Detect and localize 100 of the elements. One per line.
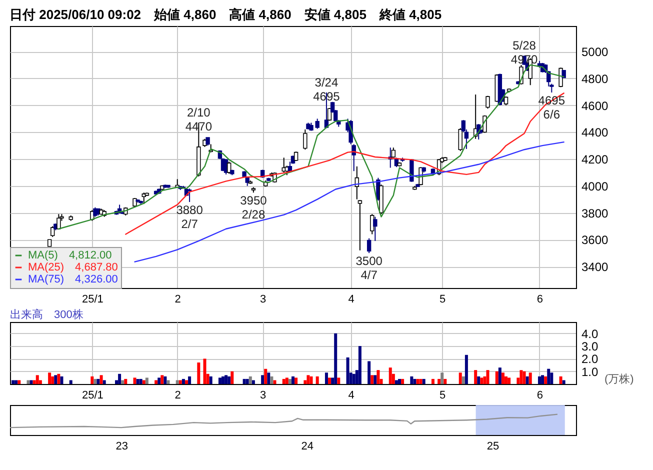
bar xyxy=(538,376,541,384)
bar xyxy=(292,376,294,384)
bar xyxy=(184,380,188,384)
bar xyxy=(158,378,161,384)
bar xyxy=(94,378,97,384)
bar xyxy=(358,346,362,384)
bar xyxy=(18,380,21,384)
bar xyxy=(48,372,52,384)
y-tick-label: 4800 xyxy=(582,72,609,86)
bar xyxy=(282,378,286,384)
bar xyxy=(522,371,526,384)
x-tick-label: 24 xyxy=(301,440,314,452)
bar xyxy=(550,372,554,384)
chart-title: 出来高 300株 xyxy=(10,308,84,321)
bar xyxy=(501,372,504,384)
x-tick-label: 23 xyxy=(116,440,128,452)
bar xyxy=(133,378,136,384)
bar xyxy=(218,378,222,384)
bar xyxy=(422,378,426,384)
x-tick-label: 3 xyxy=(260,294,266,306)
bar xyxy=(419,378,422,384)
bar xyxy=(203,358,206,384)
bar xyxy=(541,375,544,384)
x-tick-label: 25/1 xyxy=(82,294,104,306)
y-tick-label: 3600 xyxy=(582,233,609,248)
x-tick-label: 5 xyxy=(440,294,446,306)
legend-label: MA(25) 4,687.80 xyxy=(28,262,118,274)
x-tick-label: 25 xyxy=(486,440,500,452)
candlestick xyxy=(366,238,372,254)
bar xyxy=(413,378,416,384)
bar xyxy=(388,368,392,384)
bar xyxy=(337,378,340,384)
bar xyxy=(154,380,158,384)
bar xyxy=(458,372,462,384)
bar xyxy=(51,376,54,384)
y-axis-title: (万株) xyxy=(604,372,634,386)
bar xyxy=(498,368,502,384)
bar xyxy=(90,376,94,384)
bar xyxy=(410,376,414,384)
bar xyxy=(480,378,484,384)
bar xyxy=(145,378,148,384)
bar xyxy=(264,368,268,384)
annotation: 3500 4/7 xyxy=(356,254,383,282)
bar xyxy=(495,371,498,384)
bar xyxy=(462,376,465,384)
bar xyxy=(182,378,185,384)
bar xyxy=(477,376,480,384)
bar xyxy=(376,370,380,384)
bar xyxy=(142,380,146,384)
bar xyxy=(559,376,562,384)
bar xyxy=(197,362,200,384)
bar xyxy=(368,361,371,384)
bar xyxy=(370,375,374,384)
annotation: 3950 2/28 xyxy=(240,194,268,222)
bar xyxy=(188,376,192,384)
candlestick xyxy=(486,95,490,110)
bar xyxy=(222,376,225,384)
bar xyxy=(246,378,249,384)
bar xyxy=(14,380,18,384)
bar xyxy=(528,372,532,384)
x-tick-label: 5 xyxy=(440,390,446,402)
bar xyxy=(118,374,122,384)
x-tick-label: 25/1 xyxy=(82,390,104,402)
bar xyxy=(352,374,356,384)
bar xyxy=(310,376,313,384)
bar xyxy=(526,376,529,384)
y-tick-label: 3.0 xyxy=(582,340,599,354)
bar xyxy=(520,370,523,384)
y-tick-label: 4.0 xyxy=(582,326,599,341)
bar xyxy=(508,378,511,384)
bar xyxy=(164,376,167,384)
legend-label: MA(75) 4,326.00 xyxy=(28,274,118,286)
bar xyxy=(316,376,319,384)
candlestick xyxy=(226,161,232,174)
bar xyxy=(394,380,398,384)
y-tick-label: 1.0 xyxy=(582,364,599,379)
y-tick-label: 4400 xyxy=(582,126,609,140)
bar xyxy=(136,378,140,384)
bar xyxy=(230,371,234,384)
line-series xyxy=(125,92,564,235)
bar xyxy=(444,378,447,384)
y-tick-label: 5000 xyxy=(582,45,609,60)
bar xyxy=(346,357,350,384)
bar xyxy=(547,368,550,384)
bar xyxy=(562,380,566,384)
bar xyxy=(288,378,292,384)
legend-label: MA(5) 4,812.00 xyxy=(28,250,112,262)
candlestick xyxy=(358,199,362,251)
bar xyxy=(285,378,288,384)
bar xyxy=(30,380,33,384)
y-tick-label: 2.0 xyxy=(582,352,599,366)
bar xyxy=(60,376,64,384)
bar xyxy=(209,376,212,384)
x-tick-label: 2 xyxy=(174,390,181,402)
bar xyxy=(57,374,60,384)
chart-title: 日付 2025/06/10 09:02 始値 4,860 高値 4,860 安値 4,805 終値 4,805 xyxy=(10,7,442,22)
bar xyxy=(294,378,298,384)
x-tick-label: 4 xyxy=(348,390,354,402)
candlestick xyxy=(50,226,55,238)
candlestick xyxy=(373,216,378,242)
